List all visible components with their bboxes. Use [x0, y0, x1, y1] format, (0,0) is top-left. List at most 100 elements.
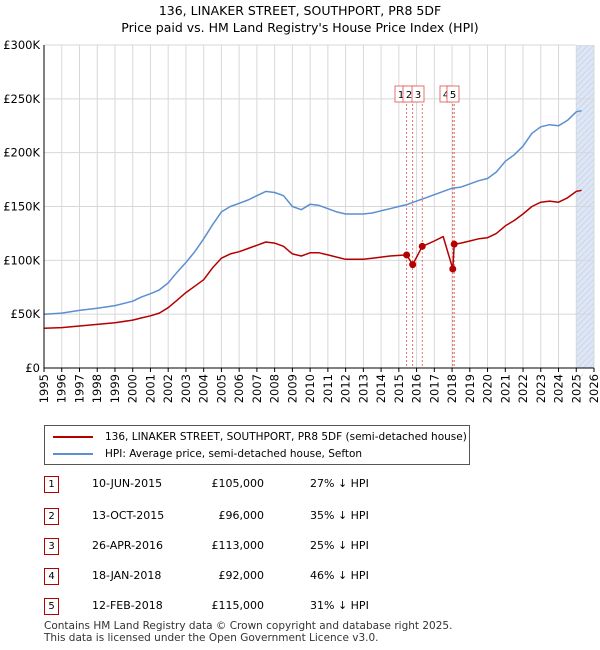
forecast-hatch [576, 333, 595, 352]
legend-item-property: 136, LINAKER STREET, SOUTHPORT, PR8 5DF … [53, 429, 467, 445]
forecast-hatch [576, 303, 595, 322]
forecast-hatch [576, 315, 595, 334]
x-tick-label: 1998 [90, 374, 104, 403]
forecast-hatch [576, 219, 595, 238]
forecast-hatch [576, 57, 595, 76]
forecast-hatch [576, 69, 595, 88]
forecast-hatch [576, 309, 595, 328]
x-tick-label: 2018 [445, 374, 459, 403]
x-tick-label: 2001 [143, 374, 157, 403]
forecast-hatch [576, 195, 595, 214]
x-tick-label: 2023 [534, 374, 548, 403]
forecast-hatch [576, 327, 595, 346]
sale-price: £96,000 [218, 509, 265, 522]
forecast-hatch [576, 183, 595, 202]
y-tick-label: £150K [3, 200, 40, 214]
sale-hpi-diff: 31% ↓ HPI [310, 599, 369, 612]
sale-badge: 4 [44, 568, 59, 585]
x-tick-label: 2026 [587, 374, 600, 403]
x-tick-label: 2010 [303, 374, 317, 403]
legend-swatch-hpi [53, 453, 93, 455]
legend-swatch-property [53, 436, 93, 438]
x-tick-label: 1997 [72, 374, 86, 403]
forecast-hatch [576, 45, 595, 64]
forecast-hatch [576, 147, 595, 166]
x-tick-label: 2009 [285, 374, 299, 403]
sale-price: £92,000 [218, 569, 265, 582]
x-tick-label: 2006 [232, 374, 246, 403]
sale-badge-label: 2 [406, 90, 412, 101]
x-tick-label: 2013 [356, 374, 370, 403]
forecast-hatch [576, 201, 595, 220]
x-tick-label: 2011 [321, 374, 335, 403]
forecast-hatch [576, 111, 595, 130]
sale-price: £105,000 [211, 477, 265, 490]
legend-label-property: 136, LINAKER STREET, SOUTHPORT, PR8 5DF … [105, 431, 467, 443]
sale-date: 13-OCT-2015 [92, 509, 165, 522]
y-tick-label: £200K [3, 146, 40, 160]
forecast-hatch [576, 171, 595, 190]
sale-badge-label: 1 [398, 90, 404, 101]
legend: 136, LINAKER STREET, SOUTHPORT, PR8 5DF … [44, 425, 470, 465]
sale-hpi-diff: 25% ↓ HPI [310, 539, 369, 552]
x-tick-label: 1995 [37, 374, 51, 403]
chart-title: 136, LINAKER STREET, SOUTHPORT, PR8 5DF … [0, 2, 600, 36]
forecast-hatch [576, 75, 595, 94]
forecast-hatch [576, 165, 595, 184]
x-tick-label: 2014 [374, 374, 388, 403]
x-tick-label: 2015 [392, 374, 406, 403]
table-row: 2 13-OCT-2015 £96,000 35% ↓ HPI [44, 508, 464, 526]
sale-point [449, 265, 457, 273]
forecast-hatch [576, 87, 595, 106]
forecast-hatch [576, 285, 595, 304]
forecast-hatch [576, 297, 595, 316]
forecast-hatch [576, 63, 595, 82]
sale-badge-label: 5 [450, 90, 456, 101]
sale-badge-box [446, 85, 460, 103]
sale-date: 10-JUN-2015 [92, 477, 163, 490]
forecast-hatch [576, 135, 595, 154]
x-tick-label: 2019 [463, 374, 477, 403]
forecast-hatch [576, 291, 595, 310]
sale-badge: 3 [44, 538, 59, 555]
x-tick-label: 2020 [481, 374, 495, 403]
forecast-hatch [576, 225, 595, 244]
forecast-hatch [576, 351, 595, 370]
hpi-line [43, 109, 582, 315]
x-tick-label: 2022 [516, 374, 530, 403]
forecast-hatch [576, 117, 595, 136]
forecast-hatch [576, 159, 595, 178]
forecast-hatch [576, 153, 595, 172]
property-line [43, 189, 582, 329]
sale-price: £113,000 [211, 539, 265, 552]
y-tick-label: £0 [25, 361, 40, 375]
chart-title-line2: Price paid vs. HM Land Registry's House … [121, 20, 479, 35]
x-tick-label: 2017 [427, 374, 441, 403]
forecast-hatch [576, 261, 595, 280]
x-tick-label: 1996 [55, 374, 69, 403]
legend-label-hpi: HPI: Average price, semi-detached house,… [105, 448, 363, 460]
sale-point [450, 240, 458, 248]
sale-badge-box [411, 85, 425, 103]
x-tick-label: 2005 [214, 374, 228, 403]
x-tick-label: 2021 [498, 374, 512, 403]
forecast-hatch [576, 213, 595, 232]
x-tick-label: 2008 [268, 374, 282, 403]
sale-badge-label: 4 [443, 90, 449, 101]
forecast-hatch [576, 93, 595, 112]
sale-hpi-diff: 35% ↓ HPI [310, 509, 369, 522]
x-tick-label: 2012 [339, 374, 353, 403]
forecast-hatch [576, 129, 595, 148]
forecast-hatch [576, 177, 595, 196]
x-tick-label: 2024 [552, 374, 566, 403]
forecast-hatch [576, 237, 595, 256]
forecast-hatch [576, 99, 595, 118]
forecast-hatch [576, 249, 595, 268]
footer-copyright: Contains HM Land Registry data © Crown c… [44, 620, 453, 632]
hatch-mask-bottom [575, 368, 595, 374]
x-tick-label: 2025 [569, 374, 583, 403]
sale-badge: 2 [44, 508, 59, 525]
forecast-hatch [576, 339, 595, 358]
x-tick-label: 2007 [250, 374, 264, 403]
y-tick-label: £100K [3, 253, 40, 267]
